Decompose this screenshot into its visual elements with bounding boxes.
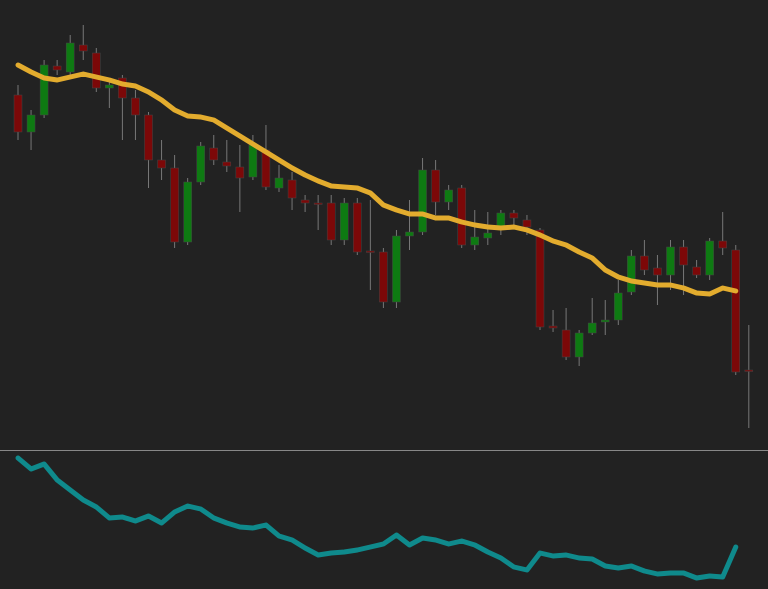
candle-body xyxy=(235,166,245,179)
candle-body xyxy=(509,212,519,219)
candle-body xyxy=(705,240,714,276)
candle-body xyxy=(614,292,623,321)
candle-body xyxy=(496,212,506,227)
candle-body xyxy=(627,255,636,293)
candle-body xyxy=(731,249,740,373)
candle-body xyxy=(418,169,427,233)
candle-body xyxy=(300,199,310,204)
candle-body xyxy=(457,187,466,246)
candle-body xyxy=(666,246,675,276)
candle-body xyxy=(392,235,401,303)
candle-body xyxy=(326,202,336,241)
candle-body xyxy=(692,266,701,276)
candle-body xyxy=(601,319,610,323)
candle-body xyxy=(65,42,75,73)
candle-body xyxy=(183,181,192,243)
candle-body xyxy=(209,147,218,161)
candle-body xyxy=(587,322,597,334)
candle-body xyxy=(13,94,23,133)
candle-body xyxy=(79,44,88,52)
candle-body xyxy=(653,267,662,276)
candle-body xyxy=(574,332,584,358)
candle-body xyxy=(353,202,362,253)
candle-body xyxy=(444,189,453,203)
candle-body xyxy=(144,114,153,161)
candle-body xyxy=(274,177,284,189)
candle-body xyxy=(640,255,649,271)
candle-body xyxy=(431,169,440,203)
candle-body xyxy=(157,159,166,169)
candle-body xyxy=(522,219,532,228)
candle-body xyxy=(483,232,493,239)
candle-body xyxy=(92,52,101,89)
candle-body xyxy=(131,97,140,116)
candle-body xyxy=(679,246,688,266)
line-series xyxy=(15,455,739,581)
candle-body xyxy=(340,202,349,241)
candle-body xyxy=(470,236,479,246)
candle-body xyxy=(405,231,414,237)
line-series xyxy=(15,62,739,297)
candle-body xyxy=(548,325,558,329)
candle-body xyxy=(313,202,323,205)
candle-body xyxy=(535,229,545,328)
candle-body xyxy=(561,329,571,358)
candle-body xyxy=(222,161,232,167)
candle-body xyxy=(39,64,49,116)
candle-body xyxy=(248,144,258,178)
candle-body xyxy=(379,251,388,303)
candle-body xyxy=(744,369,754,372)
candle-body xyxy=(287,179,297,199)
candle-body xyxy=(52,65,62,71)
candle-body xyxy=(196,145,205,183)
candle-body xyxy=(366,250,375,253)
candle-body xyxy=(170,167,179,243)
candle-body xyxy=(718,240,727,249)
candle-body xyxy=(26,114,36,133)
candle-body xyxy=(118,77,127,99)
candle-body xyxy=(105,84,114,89)
